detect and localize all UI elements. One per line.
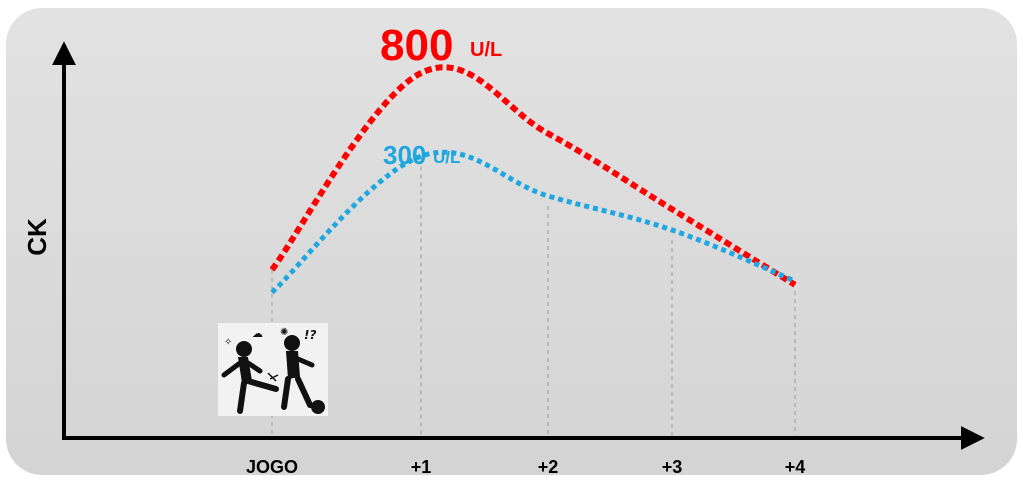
- peak-label-blue: 300: [383, 140, 426, 170]
- peak-labels: 800 U/L 300 U/L: [380, 21, 502, 170]
- x-tick-label: +1: [411, 457, 432, 477]
- svg-text:☁: ☁: [252, 327, 263, 340]
- y-axis-label: CK: [22, 218, 52, 256]
- series-line-1: [269, 64, 797, 288]
- x-tick-label: +4: [785, 457, 806, 477]
- svg-text:✧: ✧: [224, 337, 232, 348]
- series-layer: [269, 64, 797, 295]
- x-tick-label: JOGO: [246, 457, 298, 477]
- svg-text:✺: ✺: [280, 327, 288, 338]
- football-tackle-icon: ✧ ☁ ✺ !?: [218, 323, 328, 416]
- peak-unit-red: U/L: [470, 39, 502, 61]
- chart-background: [6, 8, 1017, 475]
- series-line-2: [270, 149, 796, 295]
- svg-text:!?: !?: [304, 328, 316, 342]
- x-tick-label: +2: [538, 457, 559, 477]
- peak-unit-blue: U/L: [433, 148, 460, 167]
- x-tick-labels: JOGO +1 +2 +3 +4: [246, 457, 805, 477]
- peak-label-red: 800: [380, 21, 453, 70]
- x-tick-label: +3: [662, 457, 683, 477]
